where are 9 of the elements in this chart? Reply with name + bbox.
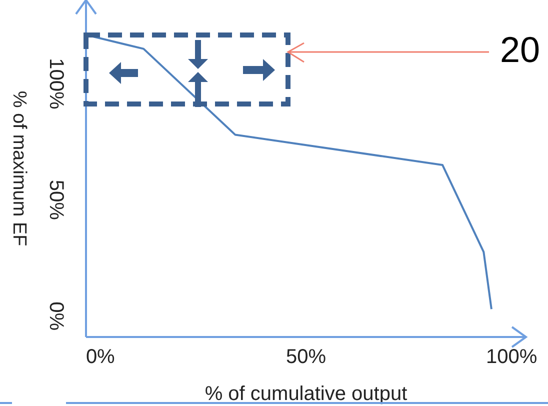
x-tick-label: 0% — [86, 346, 116, 368]
y-axis-title: % of maximum EF — [8, 90, 30, 246]
y-tick-label: 100% — [45, 58, 67, 110]
x-tick-label: 50% — [286, 346, 326, 368]
y-tick-label: 0% — [45, 302, 67, 331]
annotation: 20 — [500, 29, 540, 70]
x-axis-title: % of cumulative output — [204, 383, 408, 405]
y-tick-label: 50% — [45, 180, 67, 220]
x-tick-label: 100% — [486, 346, 538, 368]
